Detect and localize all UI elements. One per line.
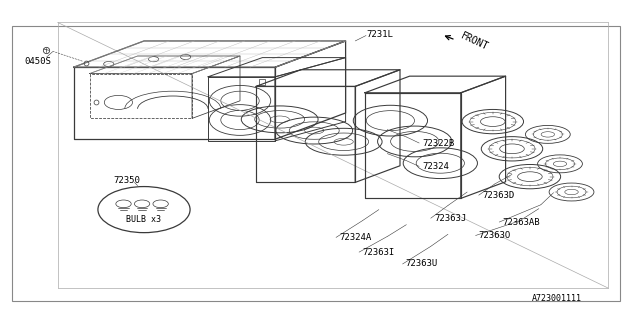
Bar bbox=[12, 26, 620, 301]
Text: FRONT: FRONT bbox=[460, 31, 490, 52]
Text: 72363O: 72363O bbox=[479, 231, 511, 240]
Text: 72363AB: 72363AB bbox=[502, 218, 540, 227]
Text: 72324: 72324 bbox=[422, 162, 449, 171]
Text: 72322B: 72322B bbox=[422, 139, 454, 148]
Text: 0450S: 0450S bbox=[24, 57, 51, 66]
Text: A723001111: A723001111 bbox=[532, 294, 582, 303]
Text: 72363U: 72363U bbox=[406, 260, 438, 268]
Text: BULB x3: BULB x3 bbox=[127, 215, 161, 224]
Text: 7231L: 7231L bbox=[366, 30, 393, 39]
Text: 72363J: 72363J bbox=[434, 214, 466, 223]
Text: 72363I: 72363I bbox=[362, 248, 394, 257]
Text: 72350: 72350 bbox=[113, 176, 140, 185]
Text: 72324A: 72324A bbox=[339, 233, 371, 242]
Text: 72363D: 72363D bbox=[482, 191, 514, 200]
